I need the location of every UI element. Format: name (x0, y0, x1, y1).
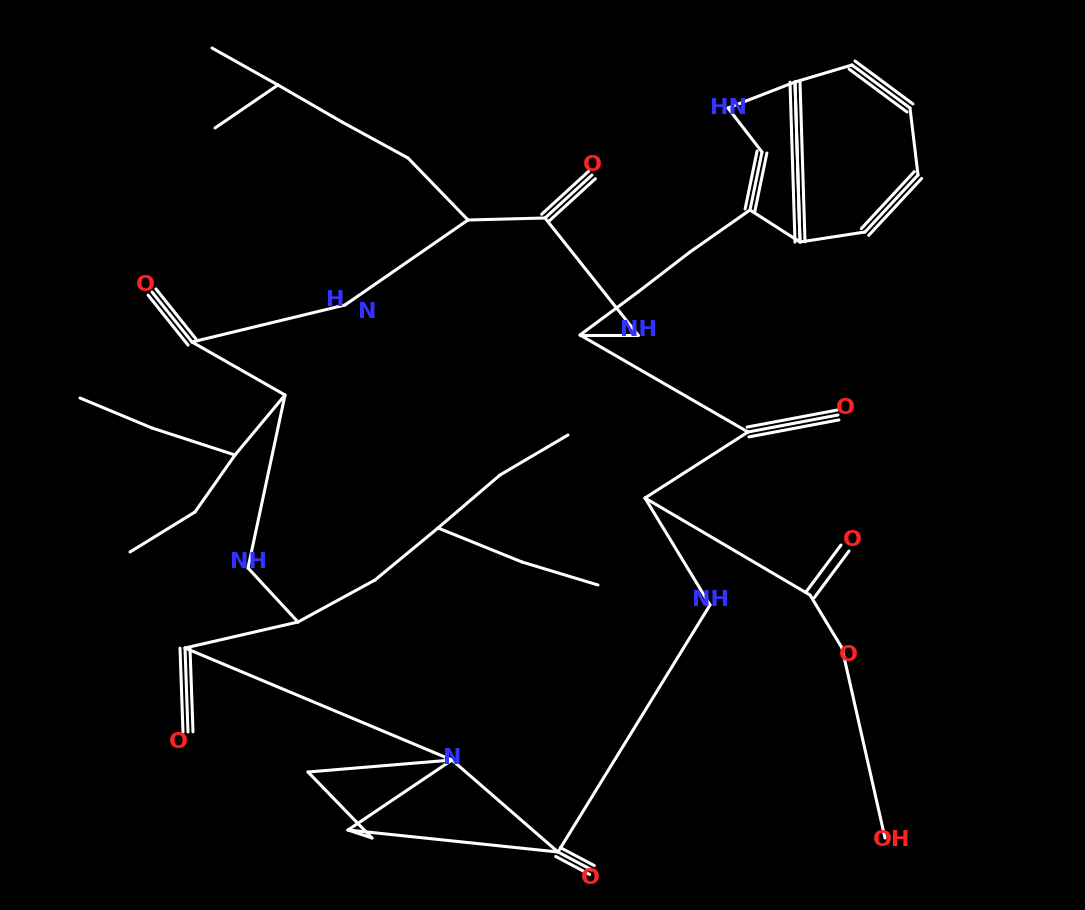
Text: O: O (835, 398, 855, 418)
Text: O: O (583, 155, 601, 175)
Text: O: O (580, 868, 600, 888)
Text: H: H (327, 290, 345, 310)
Text: O: O (842, 530, 861, 550)
Text: N: N (443, 748, 461, 768)
Text: NH: NH (230, 552, 267, 572)
Text: NH: NH (620, 320, 656, 340)
Text: HN: HN (710, 98, 746, 118)
Text: O: O (168, 732, 188, 752)
Text: OH: OH (873, 830, 910, 850)
Text: NH: NH (691, 590, 728, 610)
Text: O: O (136, 275, 154, 295)
Text: O: O (839, 645, 857, 665)
Text: N: N (358, 302, 376, 322)
